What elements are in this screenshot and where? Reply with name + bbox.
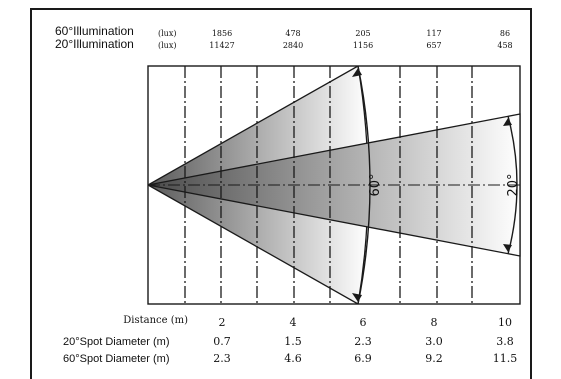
illumination-60-unit: (lux)	[158, 29, 177, 38]
spot-diameter-20-value: 2.3	[354, 335, 372, 348]
spot-diameter-20-value: 1.5	[284, 335, 302, 348]
distance-value: 4	[289, 316, 297, 329]
wide-arc-arrow-top	[352, 68, 362, 77]
illumination-20-value: 657	[426, 41, 442, 50]
spot-diameter-60-value: 2.3	[213, 352, 231, 365]
illumination-20-label: 20°Illumination	[55, 37, 134, 51]
narrow-beam-angle-label: 20°	[506, 173, 521, 196]
spot-diameter-60-value: 4.6	[284, 352, 302, 365]
illumination-60-value: 205	[355, 29, 371, 38]
illumination-60-value: 478	[285, 29, 301, 38]
illumination-60-value: 117	[426, 29, 442, 38]
spot-diameter-60-label: 60°Spot Diameter (m)	[63, 353, 170, 365]
diagram-frame	[30, 8, 532, 379]
illumination-20-value: 2840	[282, 41, 304, 50]
distance-value: 8	[430, 316, 438, 329]
narrow-arc-arrow-top	[503, 118, 512, 126]
illumination-60-value: 86	[499, 29, 511, 38]
distance-value: 6	[359, 316, 367, 329]
distance-title: Distance (m)	[123, 315, 188, 326]
grid-lines	[148, 66, 520, 304]
narrow-arc-arrow-bottom	[503, 244, 512, 252]
spot-diameter-60-value: 9.2	[425, 352, 443, 365]
illumination-20-value: 11427	[209, 41, 235, 50]
wide-arc-arrow-bottom	[352, 293, 362, 302]
narrow-beam-arc	[507, 115, 518, 255]
spot-diameter-20-value: 3.0	[425, 335, 443, 348]
illumination-20-unit: (lux)	[158, 41, 177, 50]
distance-value: 2	[218, 316, 226, 329]
illumination-20-value: 458	[497, 41, 513, 50]
spot-diameter-20-value: 3.8	[496, 335, 514, 348]
spot-diameter-60-value: 6.9	[354, 352, 372, 365]
illumination-20-value: 1156	[352, 41, 374, 50]
illumination-60-label: 60°Illumination	[55, 24, 134, 38]
distance-value: 10	[498, 316, 512, 329]
spot-diameter-60-value: 11.5	[492, 352, 518, 365]
spot-diameter-20-label: 20°Spot Diameter (m)	[63, 336, 170, 348]
wide-beam-arc	[357, 65, 371, 305]
spot-diameter-20-value: 0.7	[213, 335, 231, 348]
illumination-60-value: 1856	[211, 29, 233, 38]
wide-beam-angle-label: 60°	[368, 173, 383, 196]
